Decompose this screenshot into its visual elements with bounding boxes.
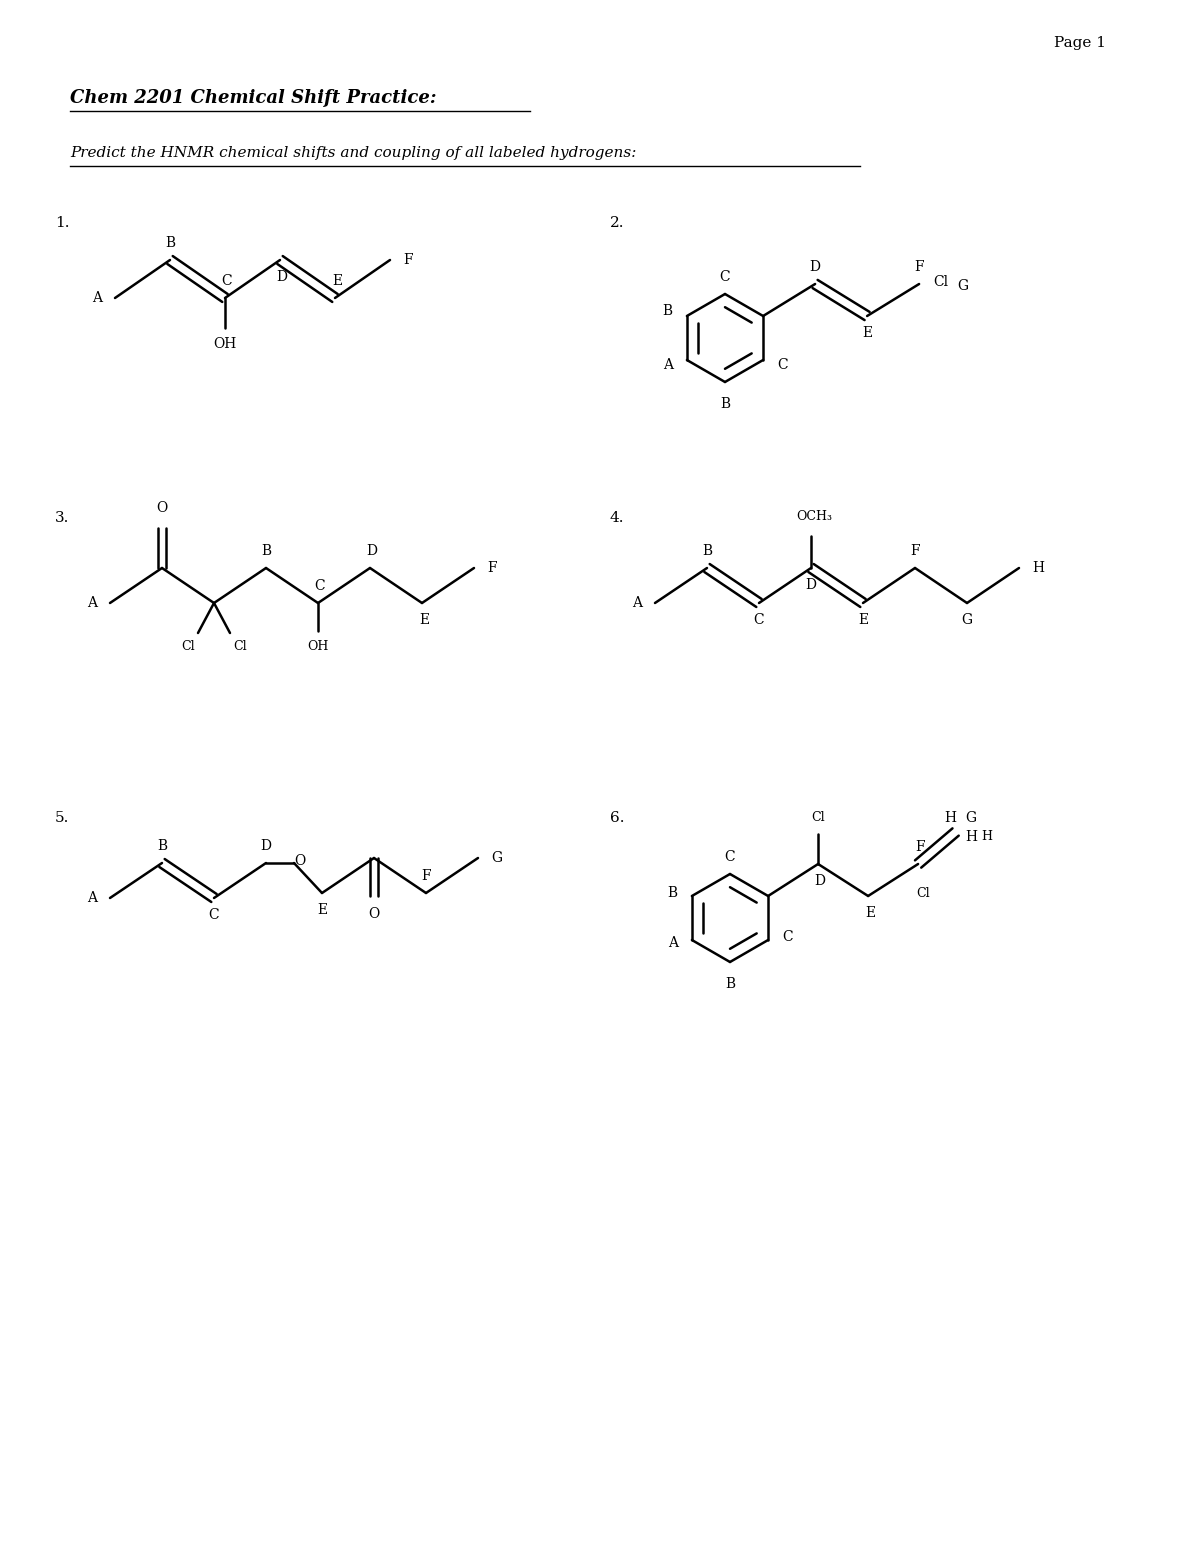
Text: Cl: Cl	[917, 887, 930, 901]
Text: C: C	[314, 579, 325, 593]
Text: OH: OH	[214, 337, 236, 351]
Text: H: H	[1032, 561, 1044, 575]
Text: G: G	[961, 613, 972, 627]
Text: O: O	[294, 854, 306, 868]
Text: Predict the HNMR chemical shifts and coupling of all labeled hydrogens:: Predict the HNMR chemical shifts and cou…	[70, 146, 636, 160]
Text: G: G	[958, 280, 968, 294]
Text: B: B	[662, 304, 673, 318]
Text: A: A	[632, 596, 642, 610]
Text: 3.: 3.	[55, 511, 70, 525]
Text: D: D	[276, 270, 288, 284]
Text: C: C	[720, 270, 731, 284]
Text: A: A	[668, 936, 678, 950]
Text: 1.: 1.	[55, 216, 70, 230]
Text: OCH₃: OCH₃	[796, 509, 832, 522]
Text: F: F	[487, 561, 497, 575]
Text: B: B	[725, 977, 736, 991]
Text: B: B	[157, 839, 167, 853]
Text: A: A	[92, 290, 102, 304]
Text: OH: OH	[307, 640, 329, 654]
Text: O: O	[368, 907, 379, 921]
Text: D: D	[260, 839, 271, 853]
Text: E: E	[317, 902, 328, 916]
Text: A: A	[88, 596, 97, 610]
Text: Cl: Cl	[181, 640, 194, 654]
Text: O: O	[156, 502, 168, 516]
Text: Cl: Cl	[811, 812, 824, 825]
Text: G: G	[966, 811, 977, 825]
Text: E: E	[865, 905, 875, 919]
Text: 4.: 4.	[610, 511, 624, 525]
Text: Cl: Cl	[233, 640, 247, 654]
Text: E: E	[858, 613, 868, 627]
Text: B: B	[164, 236, 175, 250]
Text: E: E	[332, 273, 342, 287]
Text: B: B	[260, 544, 271, 558]
Text: A: A	[88, 891, 97, 905]
Text: 6.: 6.	[610, 811, 624, 825]
Text: Page 1: Page 1	[1054, 36, 1106, 50]
Text: D: D	[366, 544, 378, 558]
Text: F: F	[914, 259, 924, 273]
Text: D: D	[805, 578, 816, 592]
Text: C: C	[209, 909, 220, 922]
Text: A: A	[662, 359, 673, 373]
Text: C: C	[778, 359, 787, 373]
Text: D: D	[815, 874, 826, 888]
Text: C: C	[754, 613, 764, 627]
Text: F: F	[421, 870, 431, 884]
Text: Chem 2201 Chemical Shift Practice:: Chem 2201 Chemical Shift Practice:	[70, 89, 437, 107]
Text: Cl: Cl	[934, 275, 948, 289]
Text: H: H	[944, 811, 956, 825]
Text: E: E	[862, 326, 872, 340]
Text: C: C	[782, 930, 793, 944]
Text: B: B	[667, 887, 678, 901]
Text: B: B	[702, 544, 712, 558]
Text: C: C	[725, 849, 736, 863]
Text: G: G	[491, 851, 502, 865]
Text: B: B	[720, 398, 730, 412]
Text: 2.: 2.	[610, 216, 624, 230]
Text: E: E	[419, 613, 430, 627]
Text: F: F	[910, 544, 920, 558]
Text: C: C	[222, 273, 233, 287]
Text: F: F	[916, 840, 925, 854]
Text: H: H	[982, 831, 992, 843]
Text: H: H	[966, 829, 978, 843]
Text: 5.: 5.	[55, 811, 70, 825]
Text: D: D	[810, 259, 821, 273]
Text: F: F	[403, 253, 413, 267]
